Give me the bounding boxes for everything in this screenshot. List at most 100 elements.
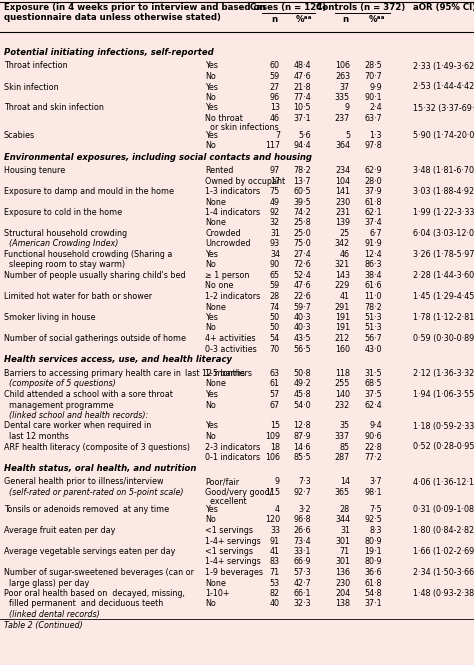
Text: large glass) per day: large glass) per day: [4, 579, 89, 587]
Text: Environmental exposures, including social contacts and housing: Environmental exposures, including socia…: [4, 152, 312, 162]
Text: 41: 41: [340, 292, 350, 301]
Text: 229: 229: [335, 281, 350, 291]
Text: No: No: [205, 400, 216, 410]
Text: 37·1: 37·1: [365, 600, 382, 608]
Text: 96: 96: [270, 93, 280, 102]
Text: 43·0: 43·0: [365, 344, 382, 354]
Text: 1·3: 1·3: [370, 131, 382, 140]
Text: 97·8: 97·8: [364, 142, 382, 150]
Text: 22·6: 22·6: [293, 292, 311, 301]
Text: 63·7: 63·7: [365, 114, 382, 123]
Text: 160: 160: [335, 344, 350, 354]
Text: 2·53 (1·44-4·42): 2·53 (1·44-4·42): [413, 82, 474, 92]
Text: Yes: Yes: [205, 390, 218, 399]
Text: 19·1: 19·1: [365, 547, 382, 556]
Text: 301: 301: [335, 557, 350, 567]
Text: Smoker living in house: Smoker living in house: [4, 313, 95, 322]
Text: 25: 25: [340, 229, 350, 238]
Text: 62·4: 62·4: [365, 400, 382, 410]
Text: 72·6: 72·6: [293, 261, 311, 269]
Text: Poor oral health based on  decayed, missing,: Poor oral health based on decayed, missi…: [4, 589, 185, 598]
Text: 37·4: 37·4: [365, 219, 382, 227]
Text: No: No: [205, 142, 216, 150]
Text: Good/very good/: Good/very good/: [205, 488, 273, 497]
Text: 37·9: 37·9: [364, 187, 382, 196]
Text: 138: 138: [335, 600, 350, 608]
Text: 120: 120: [265, 515, 280, 525]
Text: 15: 15: [270, 422, 280, 430]
Text: Yes: Yes: [205, 422, 218, 430]
Text: Rented: Rented: [205, 166, 233, 175]
Text: 5·6: 5·6: [298, 131, 311, 140]
Text: 61·8: 61·8: [365, 198, 382, 207]
Text: 75: 75: [270, 187, 280, 196]
Text: 7: 7: [275, 131, 280, 140]
Text: or skin infections: or skin infections: [205, 124, 279, 132]
Text: 115: 115: [265, 488, 280, 497]
Text: No: No: [205, 515, 216, 525]
Text: Yes: Yes: [205, 505, 218, 514]
Text: 43·5: 43·5: [293, 334, 311, 343]
Text: 27: 27: [270, 82, 280, 92]
Text: filled permanent  and deciduous teeth: filled permanent and deciduous teeth: [4, 600, 163, 608]
Text: <1 servings: <1 servings: [205, 526, 253, 535]
Text: 78·2: 78·2: [364, 303, 382, 311]
Text: None: None: [205, 219, 226, 227]
Text: 2·28 (1·44-3·60): 2·28 (1·44-3·60): [413, 271, 474, 280]
Text: 234: 234: [335, 166, 350, 175]
Text: 1·78 (1·12-2·81): 1·78 (1·12-2·81): [413, 313, 474, 322]
Text: 1-4+ servings: 1-4+ servings: [205, 557, 261, 567]
Text: 90·6: 90·6: [365, 432, 382, 441]
Text: 32·3: 32·3: [293, 600, 311, 608]
Text: 1·45 (1·29-4·45): 1·45 (1·29-4·45): [413, 292, 474, 301]
Text: Skin infection: Skin infection: [4, 82, 59, 92]
Text: 49: 49: [270, 198, 280, 207]
Text: Controls (n = 372): Controls (n = 372): [316, 3, 406, 12]
Text: 231: 231: [335, 208, 350, 217]
Text: 106: 106: [265, 453, 280, 462]
Text: 1·18 (0·59-2·33): 1·18 (0·59-2·33): [413, 422, 474, 430]
Text: No: No: [205, 432, 216, 441]
Text: 2·4: 2·4: [369, 104, 382, 112]
Text: No: No: [205, 72, 216, 81]
Text: management programme: management programme: [4, 400, 114, 410]
Text: 98·1: 98·1: [365, 488, 382, 497]
Text: 51·3: 51·3: [365, 323, 382, 332]
Text: 36·6: 36·6: [365, 568, 382, 577]
Text: 80·9: 80·9: [365, 557, 382, 567]
Text: 67: 67: [270, 400, 280, 410]
Text: 49·2: 49·2: [293, 380, 311, 388]
Text: 117: 117: [265, 142, 280, 150]
Text: 287: 287: [335, 453, 350, 462]
Text: Scabies: Scabies: [4, 131, 35, 140]
Text: 3·03 (1·88-4·92): 3·03 (1·88-4·92): [413, 187, 474, 196]
Text: 337: 337: [335, 432, 350, 441]
Text: 2-3 indicators: 2-3 indicators: [205, 442, 260, 452]
Text: 91: 91: [270, 537, 280, 545]
Text: 90: 90: [270, 261, 280, 269]
Text: 28: 28: [340, 505, 350, 514]
Text: 63: 63: [270, 369, 280, 378]
Text: 73·4: 73·4: [293, 537, 311, 545]
Text: sleeping room to stay warm): sleeping room to stay warm): [4, 261, 125, 269]
Text: Tonsils or adenoids removed  at any time: Tonsils or adenoids removed at any time: [4, 505, 169, 514]
Text: 34: 34: [270, 250, 280, 259]
Text: 1-4 indicators: 1-4 indicators: [205, 208, 260, 217]
Text: 52·4: 52·4: [293, 271, 311, 280]
Text: None: None: [205, 579, 226, 587]
Text: 230: 230: [335, 198, 350, 207]
Text: 59·7: 59·7: [293, 303, 311, 311]
Text: 232: 232: [335, 400, 350, 410]
Text: 83: 83: [270, 557, 280, 567]
Text: Limited hot water for bath or shower: Limited hot water for bath or shower: [4, 292, 152, 301]
Text: %ᵃᵃ: %ᵃᵃ: [296, 15, 312, 24]
Text: 3·26 (1·78-5·97): 3·26 (1·78-5·97): [413, 250, 474, 259]
Text: 0·52 (0·28-0·95): 0·52 (0·28-0·95): [413, 442, 474, 452]
Text: Cases (n = 124): Cases (n = 124): [250, 3, 326, 12]
Text: 0-3 activities: 0-3 activities: [205, 344, 257, 354]
Text: 2·34 (1·50-3·66): 2·34 (1·50-3·66): [413, 568, 474, 577]
Text: 212: 212: [335, 334, 350, 343]
Text: 37: 37: [340, 82, 350, 92]
Text: 90·1: 90·1: [365, 93, 382, 102]
Text: Yes: Yes: [205, 250, 218, 259]
